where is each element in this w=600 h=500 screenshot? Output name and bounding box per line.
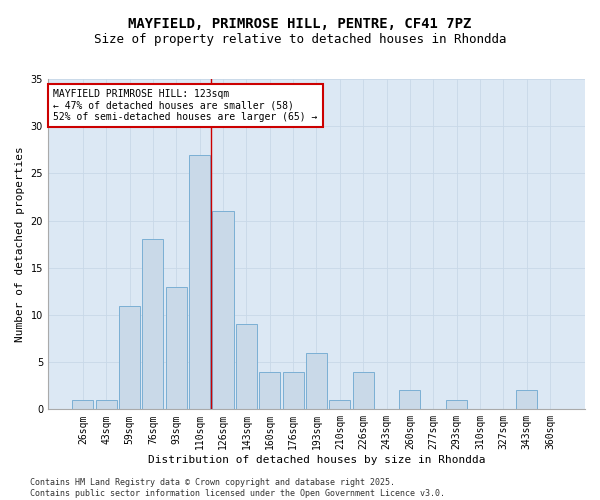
Bar: [516, 390, 537, 409]
Bar: [283, 372, 304, 410]
Bar: [236, 324, 257, 410]
Bar: [446, 400, 467, 409]
Bar: [212, 211, 233, 410]
Bar: [166, 286, 187, 410]
Bar: [73, 400, 94, 409]
Bar: [95, 400, 117, 409]
X-axis label: Distribution of detached houses by size in Rhondda: Distribution of detached houses by size …: [148, 455, 485, 465]
Text: Contains HM Land Registry data © Crown copyright and database right 2025.
Contai: Contains HM Land Registry data © Crown c…: [30, 478, 445, 498]
Bar: [259, 372, 280, 410]
Bar: [400, 390, 421, 409]
Y-axis label: Number of detached properties: Number of detached properties: [15, 146, 25, 342]
Text: Size of property relative to detached houses in Rhondda: Size of property relative to detached ho…: [94, 34, 506, 46]
Bar: [353, 372, 374, 410]
Bar: [306, 352, 327, 410]
Bar: [189, 154, 210, 410]
Bar: [329, 400, 350, 409]
Bar: [142, 240, 163, 410]
Text: MAYFIELD, PRIMROSE HILL, PENTRE, CF41 7PZ: MAYFIELD, PRIMROSE HILL, PENTRE, CF41 7P…: [128, 18, 472, 32]
Text: MAYFIELD PRIMROSE HILL: 123sqm
← 47% of detached houses are smaller (58)
52% of : MAYFIELD PRIMROSE HILL: 123sqm ← 47% of …: [53, 89, 317, 122]
Bar: [119, 306, 140, 410]
